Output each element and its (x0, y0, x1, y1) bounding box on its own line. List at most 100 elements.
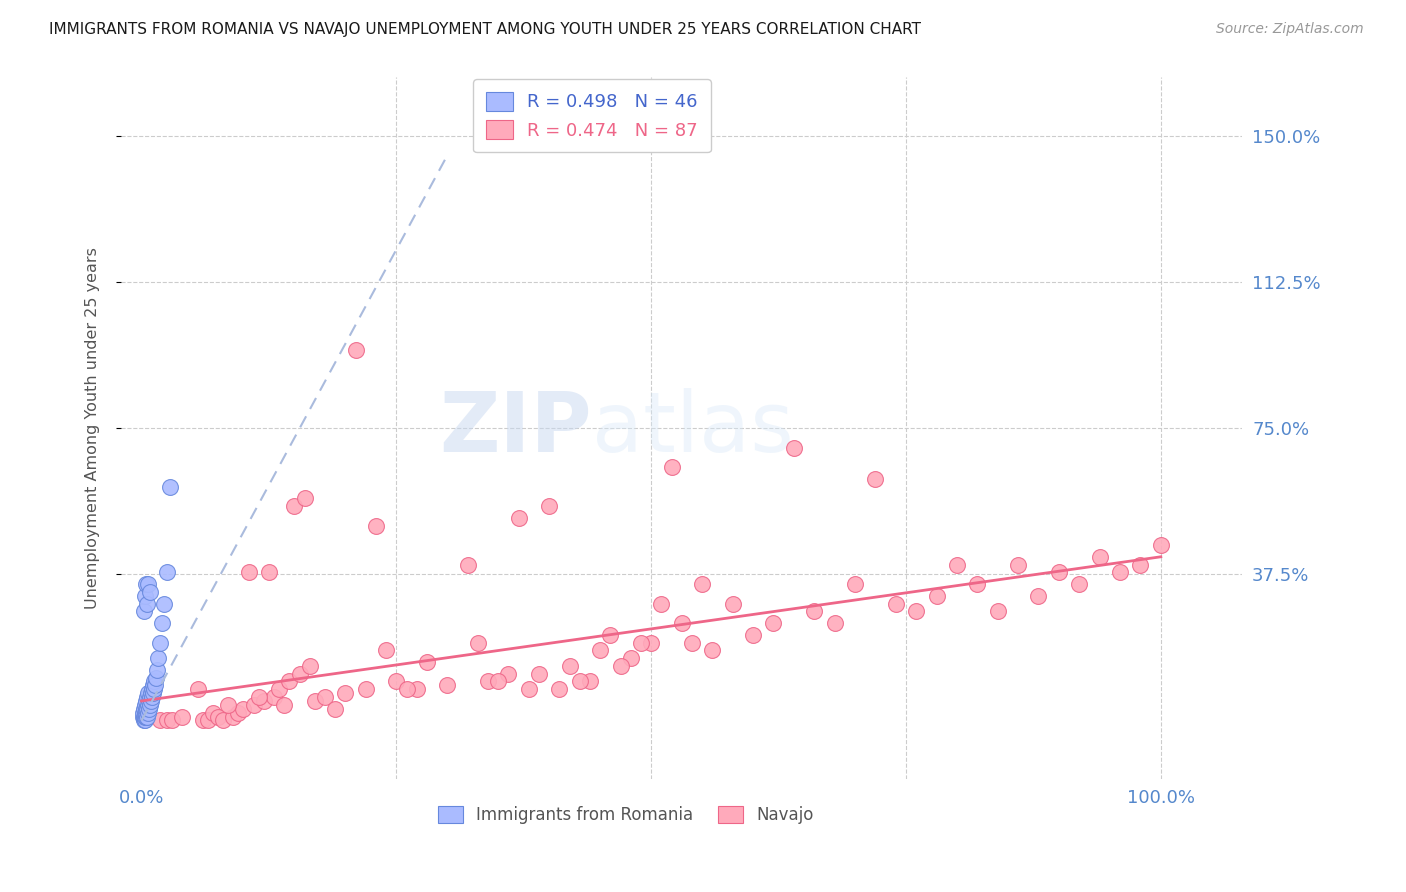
Point (640, 635, 662, 649)
Point (416, 655, 439, 669)
Point (1007, 558, 1029, 572)
Point (156, 714, 179, 728)
Point (1129, 558, 1152, 572)
Point (159, 480, 181, 494)
Point (139, 694, 162, 708)
Point (630, 635, 652, 649)
Point (1069, 577, 1091, 591)
Text: IMMIGRANTS FROM ROMANIA VS NAVAJO UNEMPLOYMENT AMONG YOUTH UNDER 25 YEARS CORREL: IMMIGRANTS FROM ROMANIA VS NAVAJO UNEMPL… (49, 22, 921, 37)
Point (136, 706, 159, 720)
Y-axis label: Unemployment Among Youth under 25 years: Unemployment Among Youth under 25 years (86, 247, 100, 609)
Point (288, 666, 311, 681)
Point (294, 491, 316, 506)
Point (135, 577, 157, 591)
Point (508, 511, 530, 525)
Point (207, 709, 229, 723)
Point (405, 682, 427, 697)
Point (467, 635, 489, 649)
Point (335, 686, 357, 700)
Point (145, 671, 167, 685)
Point (201, 706, 224, 720)
Point (824, 615, 846, 630)
Point (134, 714, 156, 728)
Point (620, 651, 643, 665)
Point (558, 659, 581, 673)
Point (278, 674, 301, 689)
Point (273, 698, 295, 712)
Point (609, 659, 631, 673)
Point (135, 694, 157, 708)
Point (247, 690, 270, 704)
Point (146, 651, 169, 665)
Point (135, 690, 157, 704)
Point (966, 577, 988, 591)
Point (395, 682, 418, 697)
Point (253, 694, 276, 708)
Point (131, 709, 153, 723)
Legend: Immigrants from Romania, Navajo: Immigrants from Romania, Navajo (427, 796, 824, 834)
Point (721, 597, 744, 611)
Point (135, 702, 157, 716)
Point (141, 690, 163, 704)
Point (1088, 549, 1111, 564)
Point (527, 666, 550, 681)
Point (134, 706, 156, 720)
Point (548, 682, 571, 697)
Point (436, 678, 458, 692)
Point (742, 628, 765, 642)
Point (150, 615, 173, 630)
Point (197, 714, 219, 728)
Point (257, 566, 280, 580)
Point (498, 666, 520, 681)
Point (702, 643, 724, 657)
Point (1047, 566, 1070, 580)
Point (141, 682, 163, 697)
Point (217, 698, 239, 712)
Point (138, 585, 160, 599)
Point (865, 472, 887, 486)
Point (136, 686, 159, 700)
Point (212, 714, 235, 728)
Point (135, 709, 157, 723)
Point (135, 702, 157, 716)
Point (844, 577, 866, 591)
Point (477, 674, 499, 689)
Point (138, 690, 160, 704)
Point (589, 643, 612, 657)
Point (650, 597, 672, 611)
Point (905, 604, 928, 618)
Point (314, 690, 336, 704)
Point (228, 706, 250, 720)
Point (136, 577, 159, 591)
Point (135, 706, 157, 720)
Point (385, 674, 408, 689)
Point (242, 698, 264, 712)
Point (925, 589, 948, 603)
Text: Source: ZipAtlas.com: Source: ZipAtlas.com (1216, 22, 1364, 37)
Point (134, 589, 156, 603)
Point (579, 674, 602, 689)
Point (153, 597, 176, 611)
Point (884, 597, 907, 611)
Point (457, 558, 479, 572)
Point (142, 686, 165, 700)
Point (238, 566, 260, 580)
Point (661, 460, 683, 475)
Point (138, 694, 160, 708)
Point (1028, 589, 1050, 603)
Point (132, 709, 155, 723)
Point (143, 678, 166, 692)
Point (538, 499, 561, 513)
Point (681, 635, 703, 649)
Point (1150, 538, 1173, 552)
Point (135, 709, 157, 723)
Point (142, 682, 165, 697)
Point (139, 686, 162, 700)
Point (1109, 566, 1132, 580)
Point (599, 628, 621, 642)
Point (135, 597, 157, 611)
Text: atlas: atlas (592, 388, 794, 468)
Point (187, 682, 209, 697)
Point (344, 343, 367, 358)
Point (138, 698, 160, 712)
